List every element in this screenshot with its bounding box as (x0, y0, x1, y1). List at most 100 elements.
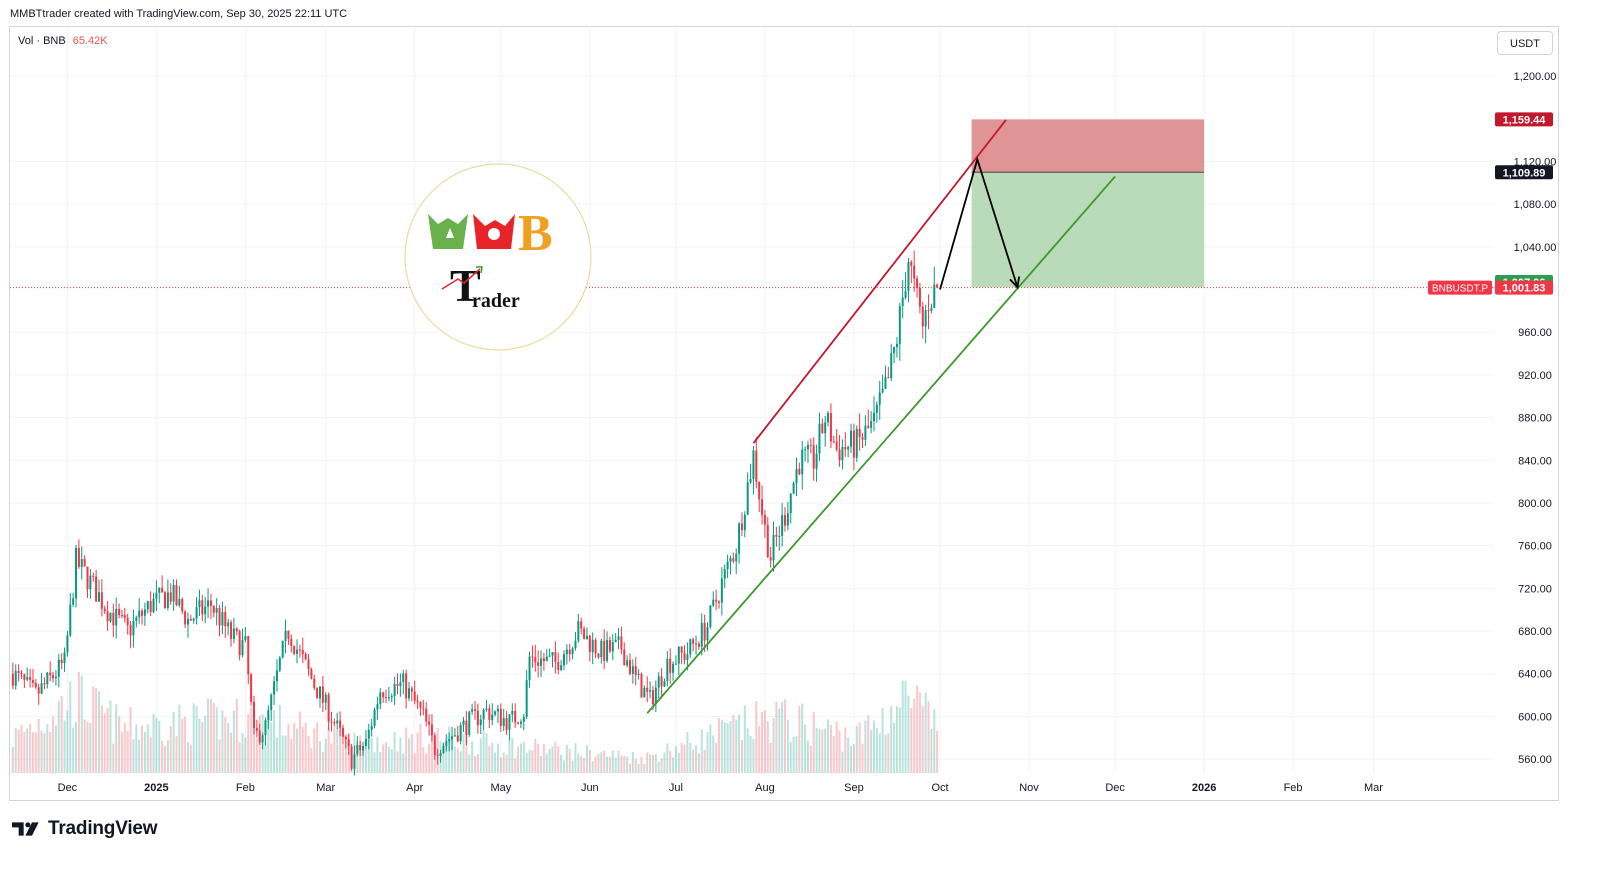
volume-bar (611, 750, 614, 773)
candle-body (640, 673, 643, 698)
candle (109, 612, 112, 623)
volume-bar (34, 732, 37, 773)
candle (752, 445, 755, 495)
candle-body (651, 690, 654, 705)
candle (428, 714, 431, 736)
candle (565, 644, 568, 665)
logo-bull-icon (428, 214, 468, 249)
candle (643, 685, 646, 698)
candle (508, 714, 511, 741)
volume-bar (192, 703, 195, 773)
candle-body (804, 449, 807, 451)
volume-bar (824, 728, 827, 773)
candle (921, 301, 924, 339)
volume-bar (643, 764, 646, 773)
candle-body (700, 622, 703, 647)
candle (852, 423, 855, 471)
candle-body (468, 711, 471, 735)
candle-body (878, 392, 881, 405)
candle-body (697, 643, 700, 647)
candle-body (385, 697, 388, 699)
candle-body (178, 598, 181, 606)
candle-body (591, 639, 594, 653)
candle-body (407, 688, 410, 699)
logo-bear-icon (473, 214, 515, 249)
candle-body (273, 681, 276, 695)
volume-bar (284, 735, 287, 773)
candle (430, 714, 433, 742)
candle-body (646, 687, 649, 692)
candle-body (921, 306, 924, 327)
volume-bar (195, 706, 198, 773)
volume-bar (907, 695, 910, 773)
candle-body (218, 608, 221, 626)
candle (898, 302, 901, 361)
candle-body (166, 592, 169, 608)
volume-bar (752, 738, 755, 773)
candle (749, 463, 752, 484)
candle (209, 593, 212, 619)
candle (611, 633, 614, 661)
volume-bar (930, 728, 933, 773)
candle (132, 609, 135, 648)
candle (717, 600, 720, 609)
candle-body (669, 658, 672, 673)
candle-body (267, 710, 270, 721)
candle (789, 493, 792, 524)
candle (330, 711, 333, 732)
volume-bar (565, 744, 568, 773)
volume-bar (235, 698, 238, 773)
candle-body (109, 612, 112, 622)
volume-bar (571, 760, 574, 773)
volume-bar (129, 707, 132, 773)
x-tick-label: Dec (1105, 782, 1125, 794)
candle-body (244, 635, 247, 641)
candle-body (103, 608, 106, 612)
candle-body (637, 673, 640, 676)
candle-body (763, 514, 766, 525)
price-tag-stop: 1,159.44 (1495, 112, 1553, 127)
candle-body (875, 404, 878, 413)
candle-body (241, 640, 244, 656)
volume-bar (227, 723, 230, 773)
candle (155, 580, 158, 612)
candle-body (126, 618, 129, 626)
candle-body (80, 559, 83, 567)
candle-body (60, 659, 63, 664)
volume-bar (166, 740, 169, 773)
candle (204, 596, 207, 624)
volume-bar (637, 764, 640, 773)
candle-body (786, 513, 789, 526)
volume-bar (916, 685, 919, 773)
candle-body (924, 310, 927, 327)
volume-bar (175, 735, 178, 773)
currency-unit-button[interactable]: USDT (1497, 31, 1553, 55)
candle (534, 644, 537, 672)
volume-legend-value: 65.42K (72, 35, 108, 47)
candle (46, 671, 49, 689)
candle-body (677, 646, 680, 664)
candle-body (135, 617, 138, 621)
candle (123, 607, 126, 623)
volume-bar (804, 724, 807, 773)
candle (307, 654, 310, 676)
candle (169, 583, 172, 605)
candle-body (755, 450, 758, 482)
volume-bar (367, 740, 370, 773)
volume-bar (606, 756, 609, 773)
candle (669, 648, 672, 684)
candle-body (735, 553, 738, 562)
candle (95, 569, 98, 602)
volume-bar (755, 701, 758, 773)
candle (715, 589, 718, 611)
candle (858, 413, 861, 451)
candle (436, 748, 439, 765)
candle (339, 711, 342, 737)
candle (146, 600, 149, 614)
candle (118, 603, 121, 619)
candle-body (815, 453, 818, 469)
candle (522, 714, 525, 731)
volume-bar (540, 755, 543, 773)
candle-body (419, 701, 422, 708)
